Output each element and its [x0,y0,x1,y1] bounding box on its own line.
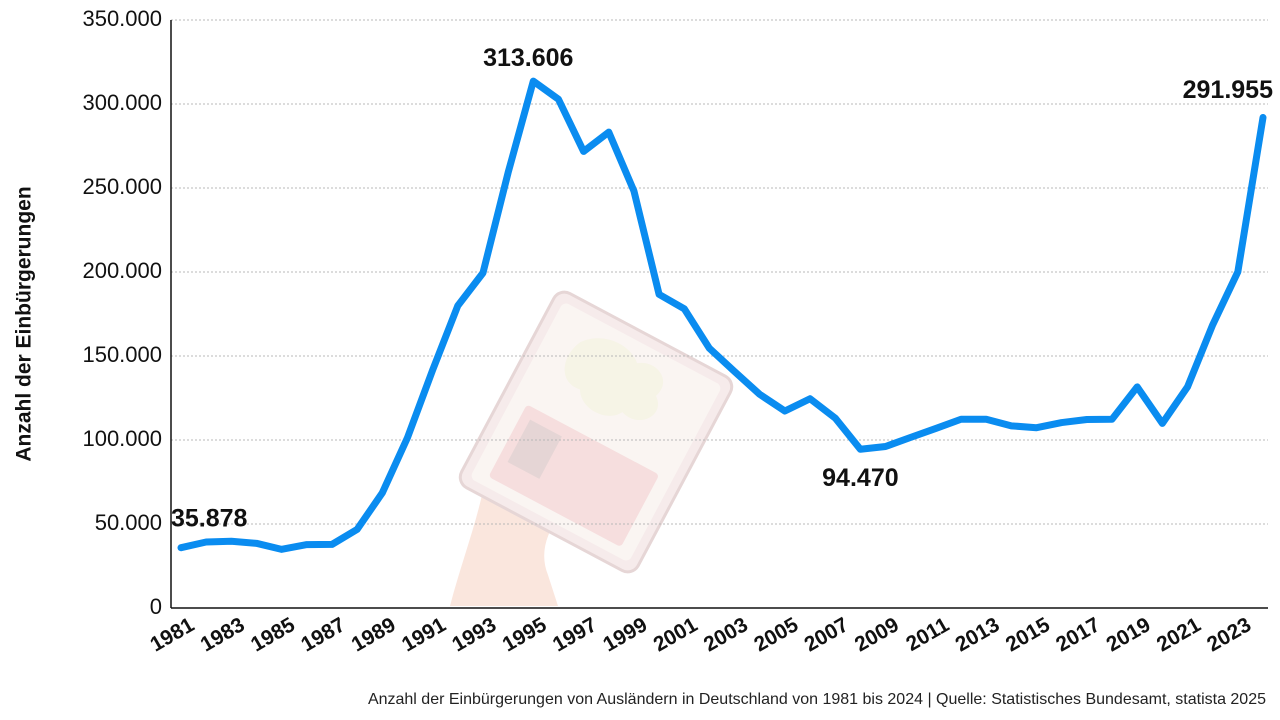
data-label: 313.606 [483,44,573,72]
annotations: 35.878 313.606 94.470 291.955 [171,44,1273,533]
x-tick-label: 2021 [1153,613,1205,656]
y-tick-label: 250.000 [82,174,162,199]
data-label: 94.470 [822,464,898,492]
x-tick-label: 1983 [197,613,249,656]
x-tick-label: 1987 [297,613,349,656]
y-axis-label: Anzahl der Einbürgerungen [13,186,36,461]
x-tick-label: 2013 [952,613,1004,656]
y-tick-label: 100.000 [82,426,162,451]
x-tick-label: 2009 [851,613,903,656]
x-tick-label: 1981 [146,613,198,656]
x-tick-label: 1999 [599,613,651,656]
x-tick-label: 2019 [1102,613,1154,656]
x-tick-label: 1993 [448,613,500,656]
x-tick-label: 2003 [700,613,752,656]
x-tick-label: 2007 [801,613,853,656]
x-tick-label: 2005 [750,613,802,656]
y-tick-label: 0 [150,594,162,619]
data-label: 291.955 [1183,76,1273,104]
x-tick-label: 1989 [348,613,400,656]
y-tick-label: 150.000 [82,342,162,367]
y-tick-label: 350.000 [82,6,162,31]
x-tick-label: 1985 [247,613,299,656]
x-tick-label: 2015 [1002,613,1054,656]
x-tick-label: 2017 [1052,613,1104,656]
data-label: 35.878 [171,504,248,532]
x-tick-label: 1995 [499,613,551,656]
x-tick-label: 2011 [902,613,953,656]
x-tick-label: 1991 [398,613,450,656]
x-tick-label: 1997 [549,613,601,656]
x-tick-label: 2001 [650,613,702,656]
y-tick-labels: 0 50.000 100.000 150.000 200.000 250.000 300.0… [82,6,162,619]
y-tick-label: 200.000 [82,258,162,283]
series-line [177,77,1267,553]
passport-illustration-icon [450,290,734,606]
series-layer [177,77,1267,553]
grid-lines [171,19,1268,525]
x-tick-label: 2023 [1203,613,1255,656]
chart-caption: Anzahl der Einbürgerungen von Ausländern… [368,691,1266,708]
x-tick-labels: 1981198319851987198919911993199519971999… [146,613,1255,656]
y-tick-label: 300.000 [82,90,162,115]
y-tick-label: 50.000 [95,510,162,535]
